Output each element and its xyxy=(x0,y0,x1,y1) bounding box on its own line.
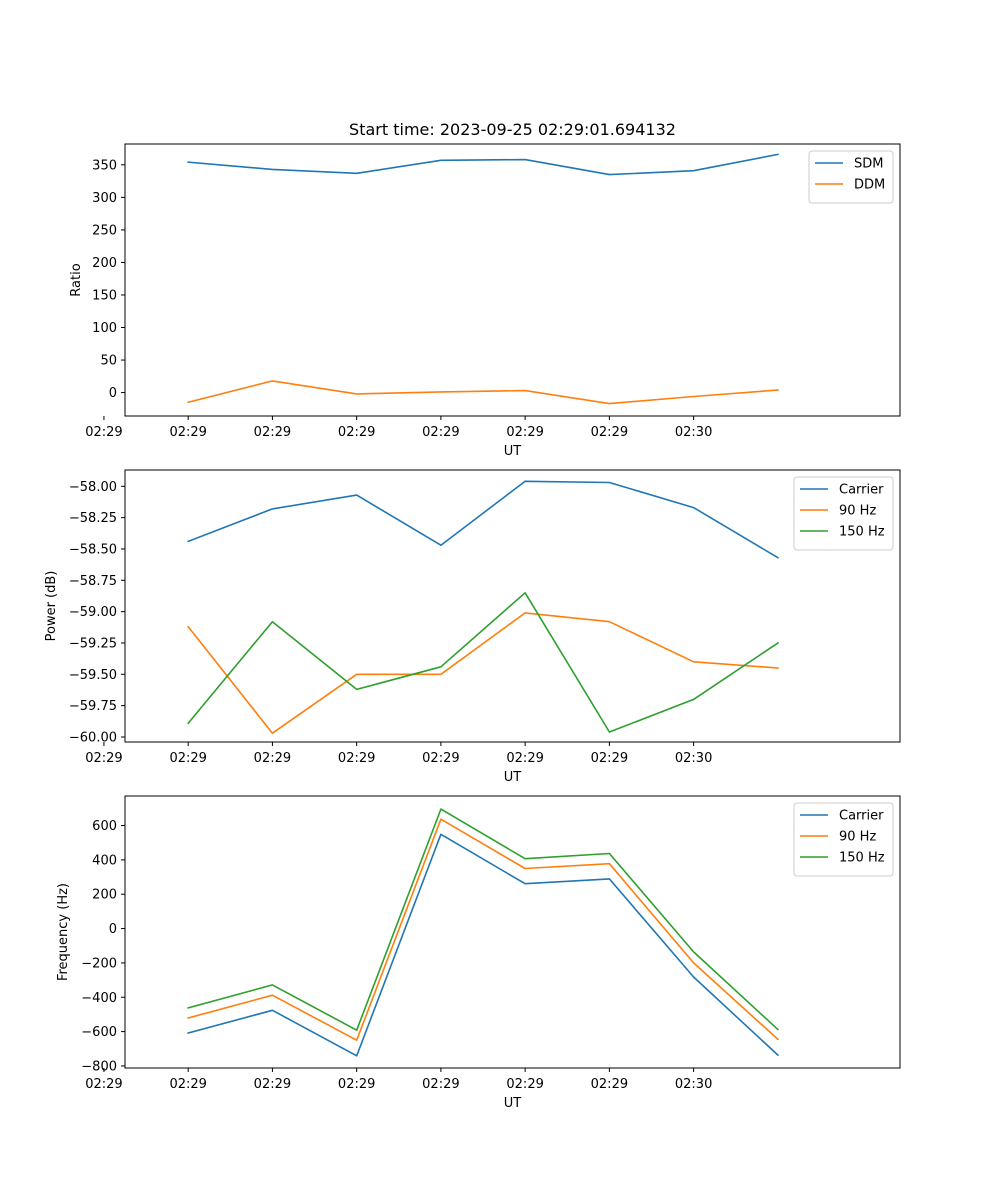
x-tick-label: 02:29 xyxy=(506,751,543,766)
series-line-sdm xyxy=(187,153,779,176)
x-tick-label: 02:30 xyxy=(675,751,712,766)
legend-label: 150 Hz xyxy=(839,525,885,540)
y-tick-label: −58.25 xyxy=(69,511,117,526)
series-line-ddm xyxy=(187,380,779,405)
x-tick-label: 02:29 xyxy=(169,425,206,440)
x-tick-label: 02:29 xyxy=(422,1077,459,1092)
y-tick-label: 0 xyxy=(109,386,117,401)
y-tick-label: 350 xyxy=(92,158,117,173)
y-tick-label: 200 xyxy=(92,256,117,271)
y-tick-label: −59.50 xyxy=(69,668,117,683)
x-tick-label: 02:29 xyxy=(85,1077,122,1092)
legend-label: 90 Hz xyxy=(839,504,876,519)
y-tick-label: 200 xyxy=(92,888,117,903)
subplot-1: Start time: 2023-09-25 02:29:01.69413202… xyxy=(69,120,901,459)
y-tick-label: 100 xyxy=(92,321,117,336)
y-tick-label: 600 xyxy=(92,819,117,834)
series-line-150-hz xyxy=(187,591,780,733)
x-tick-label: 02:29 xyxy=(422,751,459,766)
series-line-90-hz xyxy=(187,818,780,1041)
legend-label: SDM xyxy=(854,157,883,172)
x-axis-label: UT xyxy=(504,1096,522,1111)
legend-label: 90 Hz xyxy=(839,830,876,845)
axes-frame xyxy=(124,795,901,1069)
y-axis-label: Ratio xyxy=(69,263,84,296)
x-tick-label: 02:29 xyxy=(338,1077,375,1092)
x-tick-label: 02:29 xyxy=(254,751,291,766)
y-tick-label: 0 xyxy=(109,922,117,937)
x-axis-label: UT xyxy=(504,770,522,785)
series-line-carrier xyxy=(187,833,780,1057)
y-tick-label: −200 xyxy=(81,956,117,971)
y-tick-label: −58.75 xyxy=(69,574,117,589)
x-tick-label: 02:29 xyxy=(338,751,375,766)
subplot-3: 02:29 02:29 02:29 02:29 02:29 02:29 02:29 02:30… xyxy=(56,795,901,1111)
x-tick-label: 02:29 xyxy=(85,425,122,440)
y-tick-label: −59.75 xyxy=(69,699,117,714)
series-line-150-hz xyxy=(187,808,780,1031)
legend-label: DDM xyxy=(854,178,885,193)
axes-frame xyxy=(124,469,901,743)
legend-box xyxy=(808,150,894,204)
y-axis-label: Power (dB) xyxy=(44,571,59,642)
y-tick-label: −800 xyxy=(81,1059,117,1074)
y-tick-label: −59.00 xyxy=(69,605,117,620)
x-tick-label: 02:30 xyxy=(675,425,712,440)
y-axis-label: Frequency (Hz) xyxy=(56,883,71,981)
x-tick-label: 02:29 xyxy=(169,751,206,766)
x-tick-label: 02:29 xyxy=(591,751,628,766)
x-tick-label: 02:29 xyxy=(85,751,122,766)
legend-label: Carrier xyxy=(839,483,884,498)
chart-title: Start time: 2023-09-25 02:29:01.694132 xyxy=(349,120,676,139)
x-tick-label: 02:29 xyxy=(591,1077,628,1092)
legend-label: Carrier xyxy=(839,809,884,824)
y-tick-label: 50 xyxy=(100,354,117,369)
subplot-2: 02:29 02:29 02:29 02:29 02:29 02:29 02:29 02:30… xyxy=(44,469,901,785)
x-tick-label: 02:29 xyxy=(422,425,459,440)
y-tick-label: 150 xyxy=(92,288,117,303)
y-tick-label: −58.50 xyxy=(69,542,117,557)
y-tick-label: −400 xyxy=(81,991,117,1006)
series-line-carrier xyxy=(187,480,779,559)
x-tick-label: 02:29 xyxy=(591,425,628,440)
x-tick-label: 02:29 xyxy=(338,425,375,440)
series-line-90-hz xyxy=(187,612,779,735)
y-tick-label: −58.00 xyxy=(69,480,117,495)
y-tick-label: 300 xyxy=(92,191,117,206)
x-tick-label: 02:29 xyxy=(506,425,543,440)
x-tick-label: 02:29 xyxy=(254,1077,291,1092)
axes-frame xyxy=(124,143,901,417)
y-tick-label: 400 xyxy=(92,853,117,868)
x-axis-label: UT xyxy=(504,444,522,459)
y-tick-label: −600 xyxy=(81,1025,117,1040)
x-tick-label: 02:29 xyxy=(254,425,291,440)
x-tick-label: 02:29 xyxy=(169,1077,206,1092)
legend-label: 150 Hz xyxy=(839,851,885,866)
x-tick-label: 02:29 xyxy=(506,1077,543,1092)
y-tick-label: −60.00 xyxy=(69,730,117,745)
x-tick-label: 02:30 xyxy=(675,1077,712,1092)
y-tick-label: −59.25 xyxy=(69,636,117,651)
y-tick-label: 250 xyxy=(92,223,117,238)
